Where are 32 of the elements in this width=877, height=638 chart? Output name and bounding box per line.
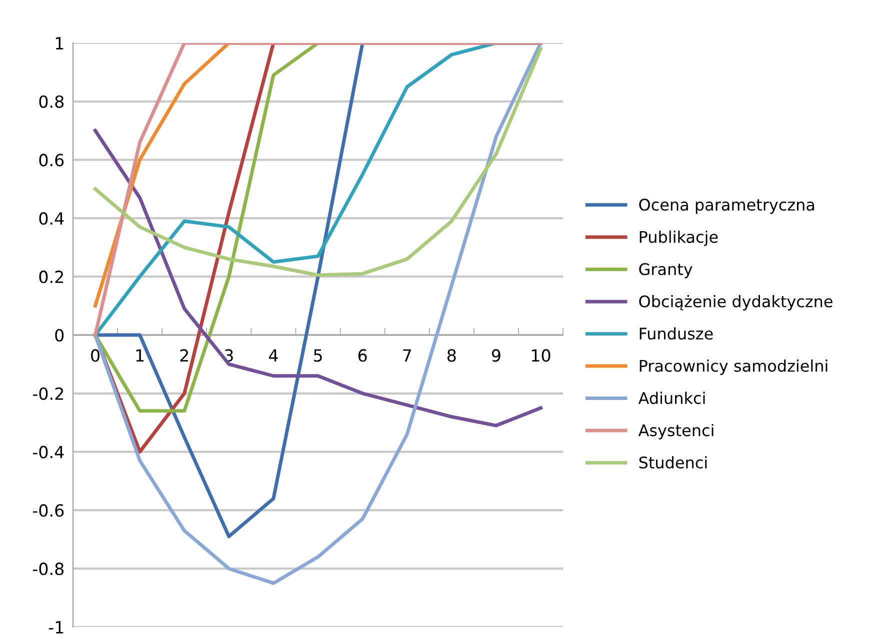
legend-label: Ocena parametryczna <box>639 198 814 214</box>
legend-label: Studenci <box>639 456 707 469</box>
legend-label: Granty <box>639 263 692 278</box>
y-tick-label: 0 <box>55 328 64 342</box>
legend-label: Pracownicy samodzielni <box>640 360 828 375</box>
y-tick-label: 0.8 <box>39 95 64 108</box>
x-tick-label: 5 <box>314 349 322 362</box>
x-tick-label: 0 <box>91 349 100 362</box>
x-tick-label: 6 <box>358 349 367 362</box>
x-tick-label: 4 <box>268 349 278 362</box>
y-tick-label: -1 <box>48 621 64 634</box>
y-tick-label: 0.4 <box>39 212 64 225</box>
y-tick-label: 0.2 <box>39 270 63 284</box>
x-tick-label: 2 <box>180 349 188 362</box>
legend-label: Fundusze <box>640 327 713 340</box>
x-tick-label: 8 <box>447 349 456 362</box>
x-tick-label: 10 <box>532 349 550 362</box>
y-tick-label: -0.4 <box>32 446 64 458</box>
line-series <box>94 47 542 277</box>
y-tick-label: -0.2 <box>32 387 63 400</box>
y-tick-label: -0.8 <box>32 562 64 576</box>
legend-label: Adiunkci <box>638 392 705 404</box>
legend-label: Obciążenie dydaktyczne <box>639 295 832 310</box>
y-tick-label: -0.6 <box>32 504 64 517</box>
legend-label: Publikacje <box>640 230 718 246</box>
legend-label: Asystenci <box>638 424 714 440</box>
y-tick-label: 0.6 <box>39 154 64 166</box>
x-tick-label: 7 <box>403 349 411 362</box>
line-series <box>94 43 542 337</box>
y-tick-label: 1 <box>56 37 64 50</box>
x-tick-label: 1 <box>136 349 144 362</box>
x-tick-label: 9 <box>492 349 500 362</box>
